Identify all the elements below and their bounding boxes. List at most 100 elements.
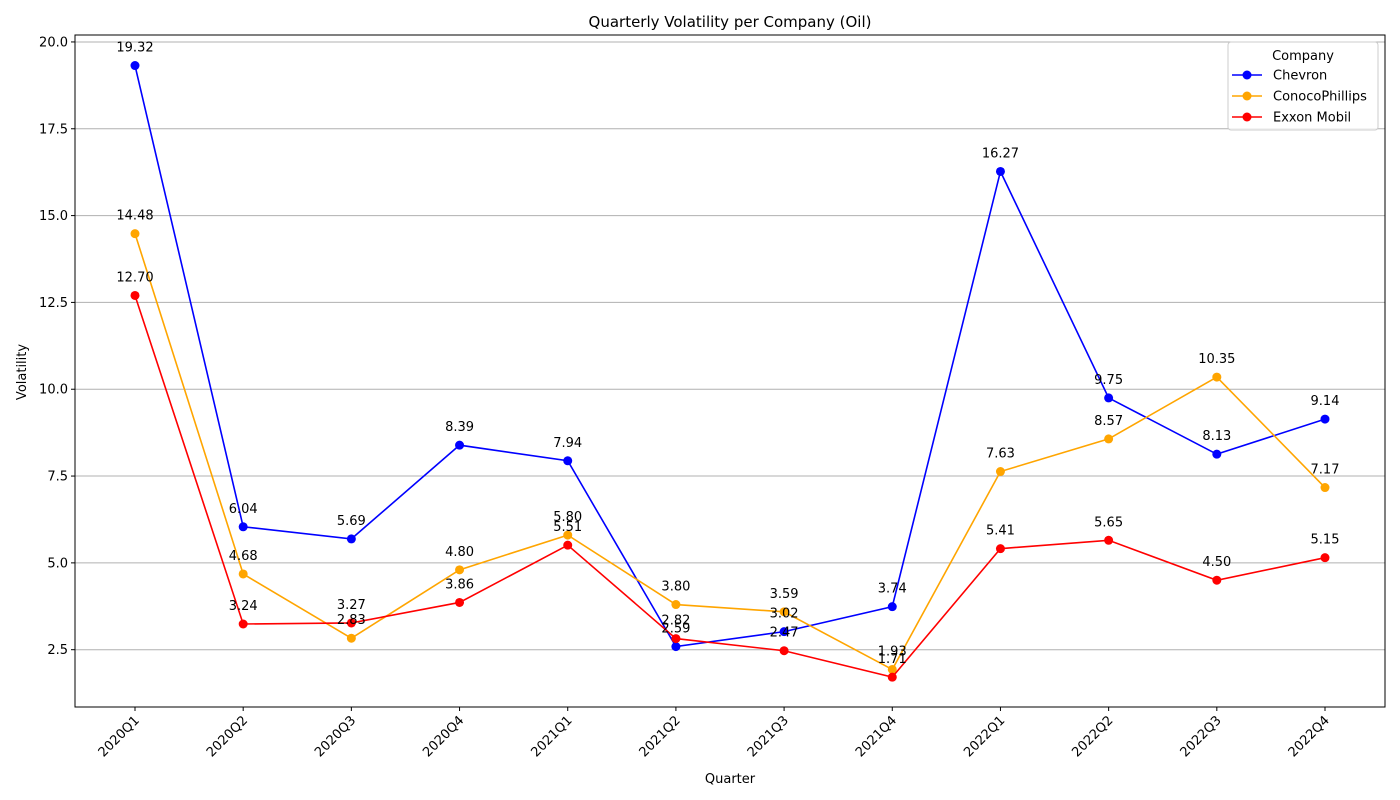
series-layer (130, 61, 1330, 682)
series-line (134, 65, 1326, 648)
data-point (1104, 535, 1114, 545)
data-point (995, 544, 1005, 554)
data-label: 3.24 (229, 599, 258, 614)
data-label: 12.70 (116, 270, 153, 285)
data-label: 7.63 (986, 447, 1015, 462)
data-label: 9.75 (1094, 373, 1123, 388)
data-label: 8.39 (445, 420, 474, 435)
y-tick-label: 7.5 (47, 470, 68, 485)
data-label: 8.57 (1094, 414, 1123, 429)
data-label: 5.65 (1094, 515, 1123, 530)
data-label: 8.13 (1202, 429, 1231, 444)
legend-marker (1242, 70, 1252, 80)
data-point (887, 602, 897, 612)
data-point (346, 633, 356, 643)
data-point (671, 600, 681, 610)
legend-marker (1242, 112, 1252, 122)
x-tick-label: 2022Q2 (1069, 713, 1116, 760)
data-label: 2.83 (337, 613, 366, 628)
legend-entry: Exxon Mobil (1273, 111, 1351, 126)
data-point (563, 540, 573, 550)
data-point (130, 290, 140, 300)
chart-title: Quarterly Volatility per Company (Oil) (589, 13, 872, 31)
data-point (779, 646, 789, 656)
data-point (1320, 414, 1330, 424)
data-label: 2.47 (770, 626, 799, 641)
data-label: 4.68 (229, 549, 258, 564)
data-label-layer: 19.32 6.04 5.69 8.39 7.94 2.59 3.02 3.74 16.27 9.… (116, 41, 1339, 668)
data-point (563, 456, 573, 466)
y-tick-label: 10.0 (39, 383, 68, 398)
data-point (779, 607, 789, 617)
x-tick-label: 2022Q4 (1286, 713, 1333, 760)
data-label: 16.27 (982, 146, 1019, 161)
x-axis-title: Quarter (705, 772, 756, 787)
data-point (1104, 434, 1114, 444)
grid-layer (75, 41, 1385, 651)
y-tick-label: 17.5 (39, 122, 68, 137)
data-label: 5.80 (553, 510, 582, 525)
x-tick-label: 2020Q1 (96, 713, 143, 760)
data-label: 3.27 (337, 598, 366, 613)
data-label: 3.74 (878, 582, 907, 597)
data-point (455, 440, 465, 450)
data-point (1212, 449, 1222, 459)
x-tick-label: 2022Q1 (961, 713, 1008, 760)
data-label: 3.80 (661, 580, 690, 595)
legend-title: Company (1272, 49, 1334, 64)
data-label: 1.93 (878, 644, 907, 659)
data-point (1212, 372, 1222, 382)
data-point (130, 61, 140, 71)
legend: Company Chevron ConocoPhillips Exxon Mobil (1227, 41, 1379, 131)
x-tick-label: 2020Q2 (204, 713, 251, 760)
y-tick-label: 15.0 (39, 209, 68, 224)
data-label: 5.69 (337, 514, 366, 529)
data-point (455, 565, 465, 575)
data-point (887, 664, 897, 674)
data-point (238, 619, 248, 629)
y-axis-title: Volatility (15, 344, 30, 400)
data-point (346, 618, 356, 628)
x-tick-label: 2021Q3 (745, 713, 792, 760)
data-label: 4.50 (1202, 555, 1231, 570)
legend-marker (1242, 91, 1252, 101)
data-point (995, 467, 1005, 477)
data-label: 7.94 (553, 436, 582, 451)
data-point (563, 530, 573, 540)
plot-frame (74, 34, 1386, 708)
data-label: 1.71 (878, 652, 907, 667)
x-tick-label: 2020Q4 (420, 713, 467, 760)
legend-entry: Chevron (1273, 69, 1327, 84)
legend-entry: ConocoPhillips (1273, 90, 1367, 105)
data-label: 14.48 (116, 209, 153, 224)
axis-layer: 2.5 5.0 7.5 10.0 12.5 15.0 17.5 20.0 2020Q1 2020Q… (39, 35, 1333, 760)
y-tick-label: 2.5 (47, 643, 68, 658)
data-point (1104, 393, 1114, 403)
series-line (134, 295, 1326, 679)
data-point (671, 642, 681, 652)
data-point (1320, 553, 1330, 563)
data-point (238, 522, 248, 532)
data-label: 7.17 (1311, 463, 1340, 478)
data-label: 19.32 (116, 41, 153, 56)
y-tick-label: 5.0 (47, 556, 68, 571)
data-point (346, 534, 356, 544)
data-label: 2.59 (661, 622, 690, 637)
data-point (995, 166, 1005, 176)
data-label: 4.80 (445, 545, 474, 560)
data-point (238, 569, 248, 579)
data-label: 3.59 (770, 587, 799, 602)
data-label: 5.51 (553, 520, 582, 535)
data-label: 2.82 (661, 614, 690, 629)
x-tick-label: 2022Q3 (1178, 713, 1225, 760)
data-point (130, 229, 140, 239)
x-tick-label: 2021Q4 (853, 713, 900, 760)
data-point (1212, 575, 1222, 585)
x-tick-label: 2021Q2 (637, 713, 684, 760)
x-tick-label: 2020Q3 (312, 713, 359, 760)
data-point (671, 634, 681, 644)
y-tick-label: 20.0 (39, 35, 68, 50)
data-label: 10.35 (1198, 352, 1235, 367)
